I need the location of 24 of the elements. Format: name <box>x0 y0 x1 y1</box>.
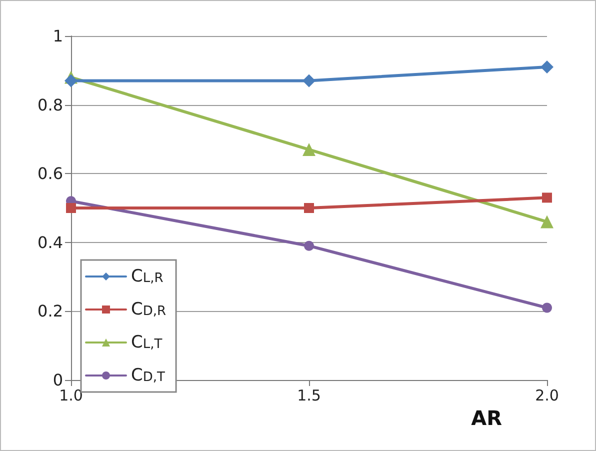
point <box>542 302 552 313</box>
point <box>304 240 314 251</box>
x-tick-label: 2.0 <box>535 386 559 404</box>
point <box>302 143 316 156</box>
y-tick-label: 1 <box>52 26 63 46</box>
legend-label: CL,R <box>131 266 164 286</box>
y-tick-label: 0.6 <box>38 164 63 184</box>
point <box>540 60 554 74</box>
point <box>66 203 76 213</box>
y-tick-label: 0.4 <box>38 232 63 252</box>
legend-label: CD,R <box>131 300 166 320</box>
x-tick-label: 1.0 <box>59 386 83 404</box>
x-tick-label: 1.5 <box>297 386 321 404</box>
legend-label: CD,T <box>131 366 166 386</box>
point <box>304 203 314 213</box>
y-tick-label: 0 <box>52 370 63 390</box>
point <box>64 74 78 88</box>
legend-label: CL,T <box>131 332 162 352</box>
x-axis-title: AR <box>471 406 502 430</box>
y-tick-label: 0.8 <box>38 95 63 114</box>
point <box>542 192 552 203</box>
point <box>540 215 554 228</box>
y-tick-label: 0.2 <box>38 302 63 321</box>
point <box>302 74 316 88</box>
